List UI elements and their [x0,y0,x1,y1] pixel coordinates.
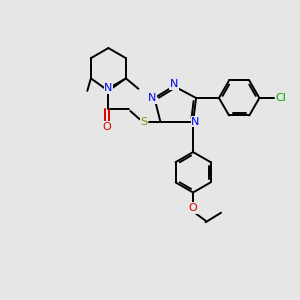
Text: N: N [191,117,200,127]
Text: O: O [103,122,111,132]
Text: N: N [104,83,112,94]
Text: N: N [148,93,156,103]
Text: N: N [169,79,178,89]
Text: Cl: Cl [275,93,286,103]
Text: O: O [189,203,197,213]
Text: S: S [140,117,148,127]
